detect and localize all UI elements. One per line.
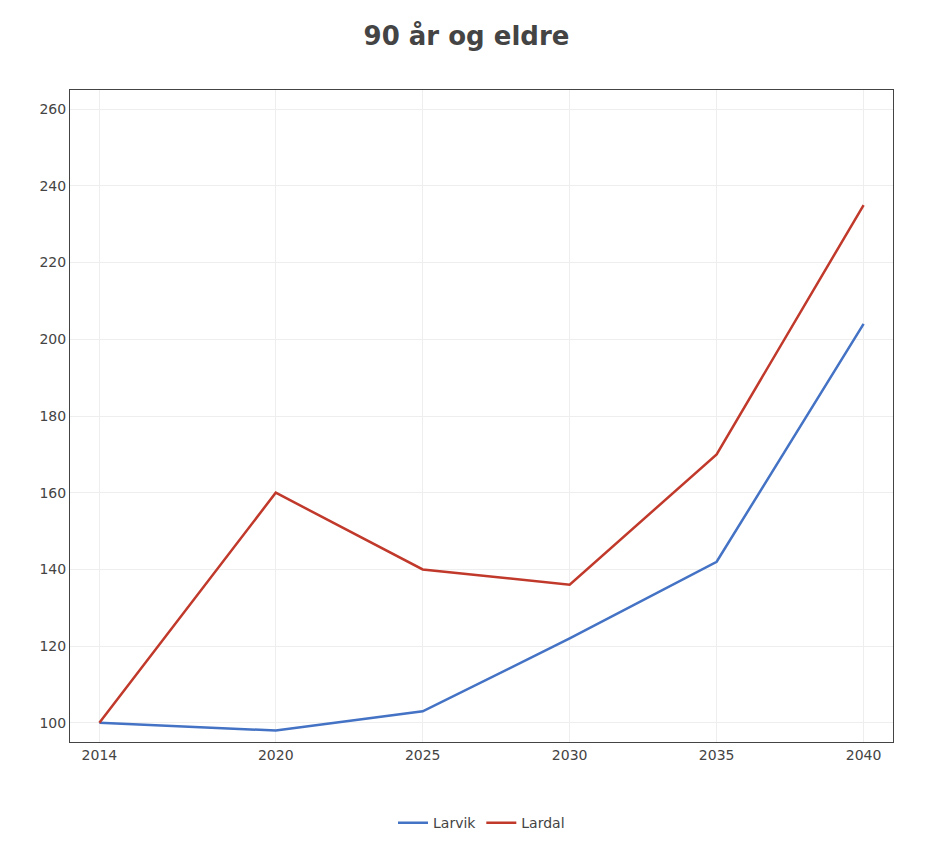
svg-text:140: 140 bbox=[39, 561, 66, 577]
svg-text:Lardal: Lardal bbox=[521, 815, 564, 831]
svg-text:100: 100 bbox=[39, 715, 66, 731]
svg-text:2020: 2020 bbox=[258, 747, 294, 763]
svg-text:90 år og eldre: 90 år og eldre bbox=[364, 20, 570, 51]
svg-text:2025: 2025 bbox=[405, 747, 441, 763]
svg-text:240: 240 bbox=[39, 178, 66, 194]
svg-text:Larvik: Larvik bbox=[433, 815, 476, 831]
svg-text:200: 200 bbox=[39, 331, 66, 347]
svg-text:2030: 2030 bbox=[552, 747, 588, 763]
svg-text:180: 180 bbox=[39, 408, 66, 424]
svg-text:2014: 2014 bbox=[82, 747, 118, 763]
svg-text:2040: 2040 bbox=[846, 747, 882, 763]
svg-text:160: 160 bbox=[39, 485, 66, 501]
svg-text:2035: 2035 bbox=[699, 747, 735, 763]
svg-text:220: 220 bbox=[39, 254, 66, 270]
svg-text:260: 260 bbox=[39, 101, 66, 117]
svg-text:120: 120 bbox=[39, 638, 66, 654]
